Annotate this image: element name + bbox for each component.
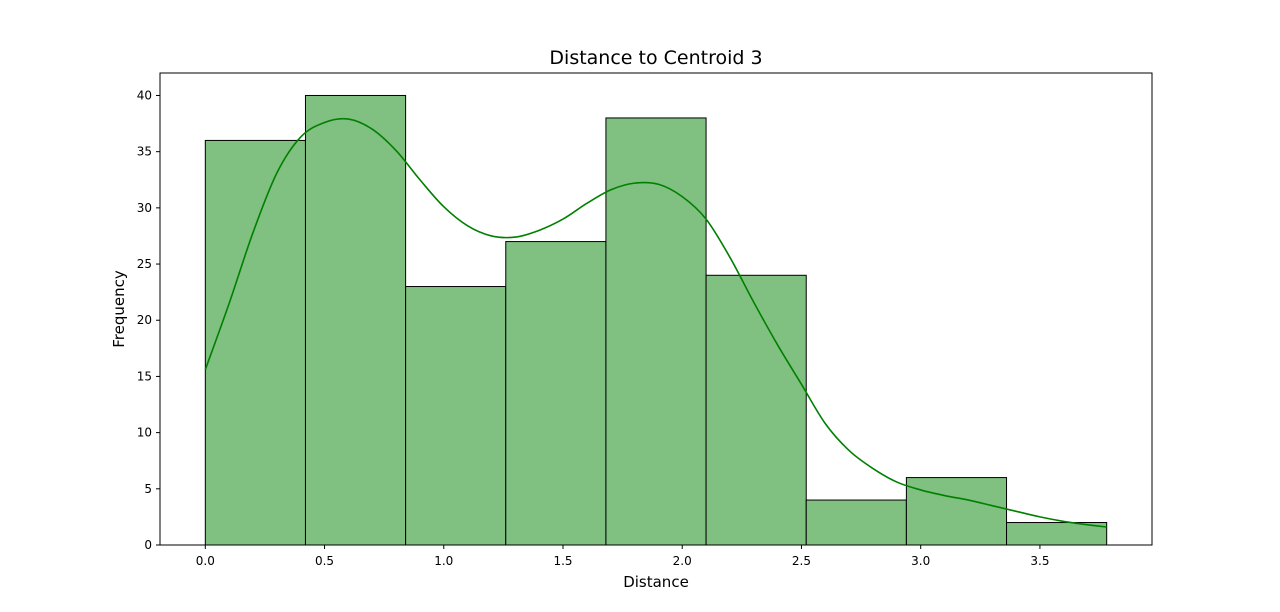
x-tick-label: 3.0 xyxy=(911,554,930,568)
y-tick-label: 5 xyxy=(144,482,152,496)
histogram-bar xyxy=(805,499,907,546)
histogram-bar xyxy=(204,139,306,546)
kde-curve xyxy=(204,117,1107,528)
x-axis-ticks: 0.0 0.5 1.0 1.5 2.0 2.5 3.0 3.5 xyxy=(196,545,1049,568)
y-tick-label: 35 xyxy=(137,145,152,159)
y-tick-label: 20 xyxy=(137,313,152,327)
y-tick-label: 0 xyxy=(144,538,152,552)
x-tick-label: 0.5 xyxy=(315,554,334,568)
y-tick-label: 25 xyxy=(137,257,152,271)
y-axis-label: Frequency xyxy=(110,270,128,348)
histogram-bar xyxy=(505,241,607,546)
y-axis-ticks: 0 5 10 15 20 25 30 35 40 xyxy=(137,88,160,552)
x-tick-label: 2.5 xyxy=(792,554,811,568)
plot-frame xyxy=(159,72,1153,546)
x-tick-label: 1.0 xyxy=(434,554,453,568)
x-tick-label: 0.0 xyxy=(196,554,215,568)
x-tick-label: 2.0 xyxy=(673,554,692,568)
y-tick-label: 30 xyxy=(137,201,152,215)
chart-title: Distance to Centroid 3 xyxy=(549,47,762,69)
y-tick-label: 10 xyxy=(137,426,152,440)
histogram-bar xyxy=(705,274,807,546)
x-axis-label: Distance xyxy=(623,573,689,591)
histogram-bar xyxy=(304,94,407,546)
histogram-bars xyxy=(204,94,1108,546)
y-tick-label: 15 xyxy=(137,369,152,383)
histogram-bar xyxy=(905,477,1008,546)
x-tick-label: 1.5 xyxy=(553,554,572,568)
histogram-bar xyxy=(605,117,707,546)
y-tick-label: 40 xyxy=(137,88,152,102)
x-tick-label: 3.5 xyxy=(1030,554,1049,568)
histogram-bar xyxy=(405,286,507,546)
